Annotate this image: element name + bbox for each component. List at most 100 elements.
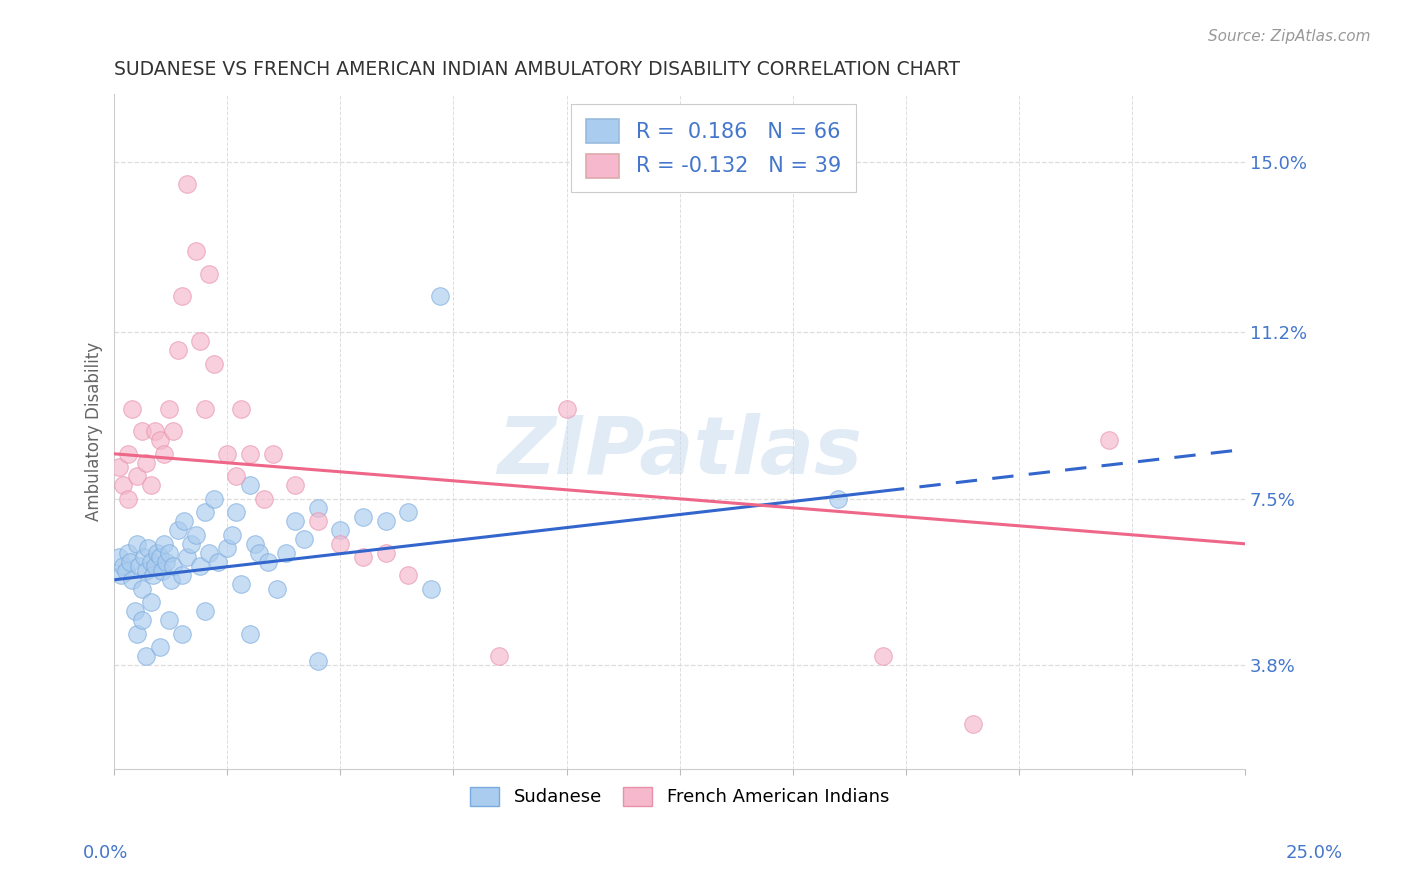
Point	[184, 528, 207, 542]
Point	[396, 505, 419, 519]
Point	[292, 533, 315, 547]
Point	[132, 550, 155, 565]
Point	[188, 334, 211, 349]
Point	[108, 460, 131, 475]
Legend: Sudanese, French American Indians: Sudanese, French American Indians	[463, 780, 896, 814]
Point	[239, 447, 262, 461]
Point	[155, 555, 177, 569]
Point	[225, 469, 247, 483]
Point	[225, 505, 247, 519]
Point	[221, 528, 243, 542]
Point	[149, 434, 172, 448]
Point	[172, 626, 194, 640]
Point	[207, 555, 229, 569]
Point	[307, 500, 329, 515]
Point	[962, 716, 984, 731]
Point	[239, 626, 262, 640]
Point	[307, 654, 329, 668]
Point	[198, 546, 221, 560]
Point	[284, 514, 307, 528]
Point	[139, 555, 162, 569]
Y-axis label: Ambulatory Disability: Ambulatory Disability	[86, 342, 103, 521]
Point	[149, 550, 172, 565]
Point	[266, 582, 288, 596]
Point	[243, 537, 266, 551]
Text: 25.0%: 25.0%	[1286, 844, 1343, 862]
Point	[229, 401, 252, 416]
Point	[194, 401, 217, 416]
Text: Source: ZipAtlas.com: Source: ZipAtlas.com	[1208, 29, 1371, 44]
Point	[252, 491, 274, 506]
Point	[217, 447, 239, 461]
Point	[194, 505, 217, 519]
Text: ZIPatlas: ZIPatlas	[498, 413, 862, 491]
Point	[166, 343, 188, 358]
Point	[131, 582, 153, 596]
Point	[160, 573, 183, 587]
Point	[374, 514, 396, 528]
Point	[139, 595, 162, 609]
Point	[117, 447, 139, 461]
Point	[217, 541, 239, 556]
Point	[229, 577, 252, 591]
Point	[112, 559, 135, 574]
Point	[131, 613, 153, 627]
Point	[135, 649, 157, 664]
Point	[184, 244, 207, 259]
Point	[142, 568, 165, 582]
Text: SUDANESE VS FRENCH AMERICAN INDIAN AMBULATORY DISABILITY CORRELATION CHART: SUDANESE VS FRENCH AMERICAN INDIAN AMBUL…	[114, 60, 960, 78]
Point	[239, 478, 262, 492]
Point	[143, 425, 166, 439]
Point	[329, 537, 352, 551]
Point	[166, 523, 188, 537]
Point	[157, 613, 180, 627]
Point	[108, 550, 131, 565]
Point	[131, 425, 153, 439]
Point	[150, 564, 173, 578]
Point	[176, 177, 198, 191]
Point	[125, 537, 148, 551]
Point	[153, 447, 176, 461]
Point	[125, 469, 148, 483]
Point	[396, 568, 419, 582]
Point	[143, 559, 166, 574]
Point	[136, 541, 159, 556]
Point	[194, 604, 217, 618]
Point	[429, 289, 451, 303]
Point	[149, 640, 172, 655]
Point	[247, 546, 270, 560]
Point	[872, 649, 894, 664]
Point	[135, 456, 157, 470]
Point	[120, 555, 142, 569]
Point	[202, 491, 225, 506]
Point	[117, 546, 139, 560]
Point	[162, 425, 184, 439]
Point	[284, 478, 307, 492]
Point	[121, 401, 143, 416]
Point	[172, 289, 194, 303]
Point	[198, 267, 221, 281]
Text: 0.0%: 0.0%	[83, 844, 128, 862]
Point	[117, 491, 139, 506]
Point	[176, 550, 198, 565]
Point	[276, 546, 298, 560]
Point	[180, 537, 202, 551]
Point	[157, 401, 180, 416]
Point	[374, 546, 396, 560]
Point	[173, 514, 195, 528]
Point	[135, 564, 157, 578]
Point	[114, 564, 136, 578]
Point	[827, 491, 849, 506]
Point	[555, 401, 578, 416]
Point	[153, 537, 176, 551]
Point	[188, 559, 211, 574]
Point	[146, 546, 169, 560]
Point	[352, 550, 374, 565]
Point	[128, 559, 150, 574]
Point	[1098, 434, 1121, 448]
Point	[352, 509, 374, 524]
Point	[307, 514, 329, 528]
Point	[172, 568, 194, 582]
Point	[419, 582, 441, 596]
Point	[121, 573, 143, 587]
